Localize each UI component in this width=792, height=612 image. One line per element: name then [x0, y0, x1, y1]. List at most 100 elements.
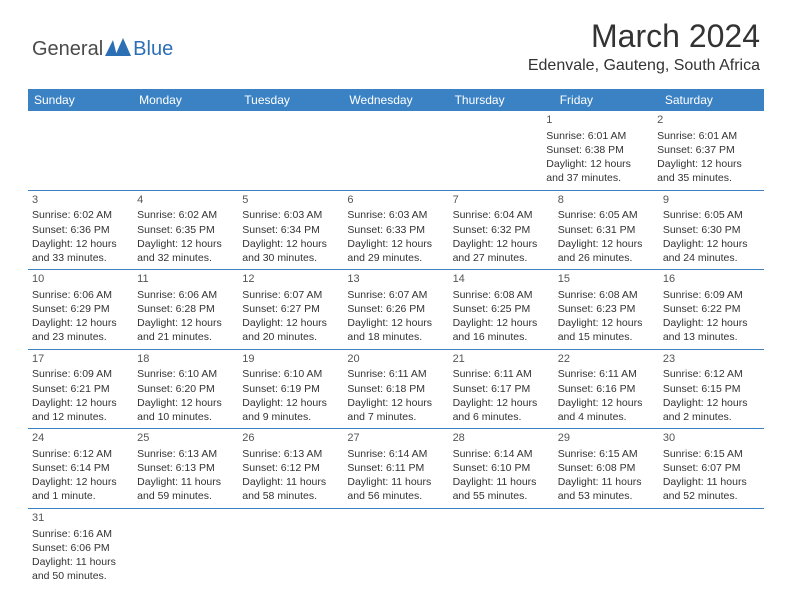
weekday-label: Sunday [28, 89, 133, 111]
sunrise-text: Sunrise: 6:15 AM [558, 447, 655, 461]
day-number: 26 [242, 431, 339, 446]
daylight-text: Daylight: 11 hours [453, 475, 550, 489]
sunrise-text: Sunrise: 6:09 AM [663, 288, 760, 302]
daylight-text: Daylight: 12 hours [453, 316, 550, 330]
sunset-text: Sunset: 6:35 PM [137, 223, 234, 237]
weekday-label: Monday [133, 89, 238, 111]
daylight-text: Daylight: 12 hours [558, 237, 655, 251]
daylight-text: and 13 minutes. [663, 330, 760, 344]
sunrise-text: Sunrise: 6:14 AM [453, 447, 550, 461]
empty-cell [131, 111, 234, 190]
flag-icon [105, 38, 131, 61]
day-number: 24 [32, 431, 129, 446]
daylight-text: and 35 minutes. [657, 171, 760, 185]
daylight-text: Daylight: 11 hours [137, 475, 234, 489]
logo-text-blue: Blue [133, 38, 173, 61]
sunrise-text: Sunrise: 6:07 AM [347, 288, 444, 302]
sunset-text: Sunset: 6:17 PM [453, 382, 550, 396]
location-text: Edenvale, Gauteng, South Africa [528, 57, 760, 75]
empty-cell [452, 509, 556, 588]
sunrise-text: Sunrise: 6:13 AM [137, 447, 234, 461]
day-cell: 11Sunrise: 6:06 AMSunset: 6:28 PMDayligh… [133, 270, 238, 349]
day-cell: 7Sunrise: 6:04 AMSunset: 6:32 PMDaylight… [449, 191, 554, 270]
daylight-text: and 18 minutes. [347, 330, 444, 344]
day-number: 4 [137, 193, 234, 208]
daylight-text: Daylight: 12 hours [663, 316, 760, 330]
week-row: 1Sunrise: 6:01 AMSunset: 6:38 PMDaylight… [28, 111, 764, 191]
day-cell: 25Sunrise: 6:13 AMSunset: 6:13 PMDayligh… [133, 429, 238, 508]
week-row: 17Sunrise: 6:09 AMSunset: 6:21 PMDayligh… [28, 350, 764, 430]
sunset-text: Sunset: 6:11 PM [347, 461, 444, 475]
daylight-text: and 23 minutes. [32, 330, 129, 344]
empty-cell [28, 111, 131, 190]
sunrise-text: Sunrise: 6:13 AM [242, 447, 339, 461]
day-number: 7 [453, 193, 550, 208]
daylight-text: and 37 minutes. [546, 171, 649, 185]
sunrise-text: Sunrise: 6:04 AM [453, 208, 550, 222]
sunrise-text: Sunrise: 6:16 AM [32, 527, 136, 541]
day-cell: 18Sunrise: 6:10 AMSunset: 6:20 PMDayligh… [133, 350, 238, 429]
sunset-text: Sunset: 6:19 PM [242, 382, 339, 396]
title-block: March 2024 Edenvale, Gauteng, South Afri… [528, 18, 760, 75]
daylight-text: and 58 minutes. [242, 489, 339, 503]
sunset-text: Sunset: 6:22 PM [663, 302, 760, 316]
daylight-text: and 27 minutes. [453, 251, 550, 265]
day-cell: 27Sunrise: 6:14 AMSunset: 6:11 PMDayligh… [343, 429, 448, 508]
day-number: 12 [242, 272, 339, 287]
empty-cell [660, 509, 764, 588]
day-cell: 23Sunrise: 6:12 AMSunset: 6:15 PMDayligh… [659, 350, 764, 429]
daylight-text: and 32 minutes. [137, 251, 234, 265]
day-cell: 26Sunrise: 6:13 AMSunset: 6:12 PMDayligh… [238, 429, 343, 508]
sunset-text: Sunset: 6:10 PM [453, 461, 550, 475]
sunrise-text: Sunrise: 6:03 AM [242, 208, 339, 222]
day-cell: 16Sunrise: 6:09 AMSunset: 6:22 PMDayligh… [659, 270, 764, 349]
day-number: 19 [242, 352, 339, 367]
day-number: 11 [137, 272, 234, 287]
sunrise-text: Sunrise: 6:08 AM [453, 288, 550, 302]
sunset-text: Sunset: 6:29 PM [32, 302, 129, 316]
day-cell: 12Sunrise: 6:07 AMSunset: 6:27 PMDayligh… [238, 270, 343, 349]
sunrise-text: Sunrise: 6:05 AM [663, 208, 760, 222]
daylight-text: and 24 minutes. [663, 251, 760, 265]
daylight-text: Daylight: 12 hours [663, 396, 760, 410]
day-cell: 3Sunrise: 6:02 AMSunset: 6:36 PMDaylight… [28, 191, 133, 270]
daylight-text: and 15 minutes. [558, 330, 655, 344]
daylight-text: Daylight: 11 hours [558, 475, 655, 489]
daylight-text: Daylight: 11 hours [663, 475, 760, 489]
sunset-text: Sunset: 6:31 PM [558, 223, 655, 237]
sunset-text: Sunset: 6:15 PM [663, 382, 760, 396]
page-title: March 2024 [528, 18, 760, 55]
sunset-text: Sunset: 6:16 PM [558, 382, 655, 396]
day-number: 3 [32, 193, 129, 208]
sunset-text: Sunset: 6:38 PM [546, 143, 649, 157]
calendar: SundayMondayTuesdayWednesdayThursdayFrid… [28, 89, 764, 587]
weekday-label: Thursday [449, 89, 554, 111]
sunrise-text: Sunrise: 6:02 AM [32, 208, 129, 222]
sunset-text: Sunset: 6:30 PM [663, 223, 760, 237]
day-cell: 1Sunrise: 6:01 AMSunset: 6:38 PMDaylight… [542, 111, 653, 190]
daylight-text: and 10 minutes. [137, 410, 234, 424]
day-cell: 13Sunrise: 6:07 AMSunset: 6:26 PMDayligh… [343, 270, 448, 349]
day-number: 14 [453, 272, 550, 287]
day-number: 20 [347, 352, 444, 367]
daylight-text: and 2 minutes. [663, 410, 760, 424]
day-cell: 21Sunrise: 6:11 AMSunset: 6:17 PMDayligh… [449, 350, 554, 429]
daylight-text: Daylight: 12 hours [558, 396, 655, 410]
day-number: 15 [558, 272, 655, 287]
daylight-text: Daylight: 12 hours [32, 475, 129, 489]
day-cell: 4Sunrise: 6:02 AMSunset: 6:35 PMDaylight… [133, 191, 238, 270]
daylight-text: Daylight: 11 hours [242, 475, 339, 489]
sunset-text: Sunset: 6:33 PM [347, 223, 444, 237]
sunset-text: Sunset: 6:14 PM [32, 461, 129, 475]
day-cell: 10Sunrise: 6:06 AMSunset: 6:29 PMDayligh… [28, 270, 133, 349]
day-number: 28 [453, 431, 550, 446]
empty-cell [234, 111, 337, 190]
daylight-text: and 20 minutes. [242, 330, 339, 344]
sunrise-text: Sunrise: 6:11 AM [453, 367, 550, 381]
empty-cell [140, 509, 244, 588]
sunrise-text: Sunrise: 6:14 AM [347, 447, 444, 461]
empty-cell [348, 509, 452, 588]
daylight-text: and 16 minutes. [453, 330, 550, 344]
daylight-text: and 21 minutes. [137, 330, 234, 344]
daylight-text: Daylight: 11 hours [32, 555, 136, 569]
